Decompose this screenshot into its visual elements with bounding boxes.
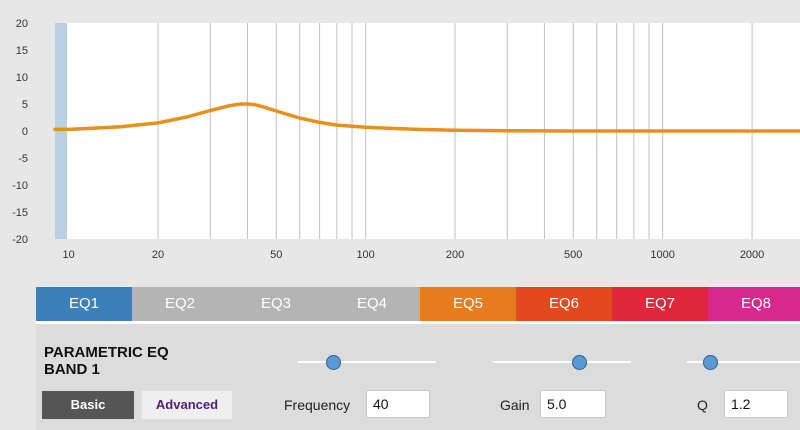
tab-eq1[interactable]: EQ1	[36, 287, 132, 321]
x-tick-label: 2000	[740, 249, 764, 261]
tab-underline	[36, 321, 800, 324]
y-tick-label: 0	[22, 126, 28, 138]
band-title-line2: BAND 1	[44, 361, 100, 378]
x-tick-label: 50	[270, 249, 282, 261]
x-tick-label: 500	[564, 249, 582, 261]
advanced-button[interactable]: Advanced	[142, 391, 232, 419]
frequency-slider[interactable]	[298, 355, 436, 370]
y-tick-label: -15	[12, 207, 28, 219]
y-tick-label: 20	[16, 18, 28, 30]
frequency-label: Frequency	[284, 397, 351, 413]
band-settings-panel: PARAMETRIC EQ BAND 1 Basic Advanced Freq…	[36, 324, 800, 430]
y-tick-label: 10	[16, 72, 28, 84]
gain-slider-track	[493, 361, 631, 363]
gain-slider-knob[interactable]	[571, 355, 587, 370]
y-tick-label: -20	[12, 234, 28, 246]
frequency-slider-track	[298, 361, 436, 363]
tab-eq4[interactable]: EQ4	[324, 287, 420, 321]
tab-eq5[interactable]: EQ5	[420, 287, 516, 321]
basic-button[interactable]: Basic	[42, 391, 134, 419]
x-tick-label: 1000	[650, 249, 674, 261]
x-tick-label: 200	[446, 249, 464, 261]
x-tick-label: 10	[62, 249, 74, 261]
q-input[interactable]	[724, 390, 788, 418]
eq-band-tabs: EQ1 EQ2 EQ3 EQ4 EQ5 EQ6 EQ7 EQ8	[36, 287, 800, 324]
y-tick-label: -5	[18, 153, 28, 165]
tab-eq3[interactable]: EQ3	[228, 287, 324, 321]
gain-input[interactable]	[540, 390, 606, 418]
frequency-slider-knob[interactable]	[325, 355, 341, 370]
y-tick-label: 15	[16, 45, 28, 57]
eq-response-curve	[53, 102, 800, 133]
gain-slider[interactable]	[493, 355, 631, 370]
eq-response-chart: 20 15 10 5 0 -5 -10 -15 -20 10 20 50 100 200 500 1000 20…	[12, 18, 800, 261]
x-tick-label: 100	[356, 249, 374, 261]
q-slider-track	[687, 361, 800, 363]
band-title: PARAMETRIC EQ BAND 1	[44, 344, 169, 378]
gain-label: Gain	[500, 397, 530, 413]
tab-eq8[interactable]: EQ8	[708, 287, 800, 321]
tab-eq6[interactable]: EQ6	[516, 287, 612, 321]
tab-eq7[interactable]: EQ7	[612, 287, 708, 321]
y-tick-label: -10	[12, 180, 28, 192]
x-tick-label: 20	[152, 249, 164, 261]
tab-eq2[interactable]: EQ2	[132, 287, 228, 321]
frequency-input[interactable]	[366, 390, 430, 418]
y-tick-label: 5	[22, 99, 28, 111]
band-title-line1: PARAMETRIC EQ	[44, 344, 169, 361]
q-slider[interactable]	[687, 355, 800, 370]
q-slider-knob[interactable]	[702, 355, 718, 370]
q-label: Q	[697, 397, 708, 413]
